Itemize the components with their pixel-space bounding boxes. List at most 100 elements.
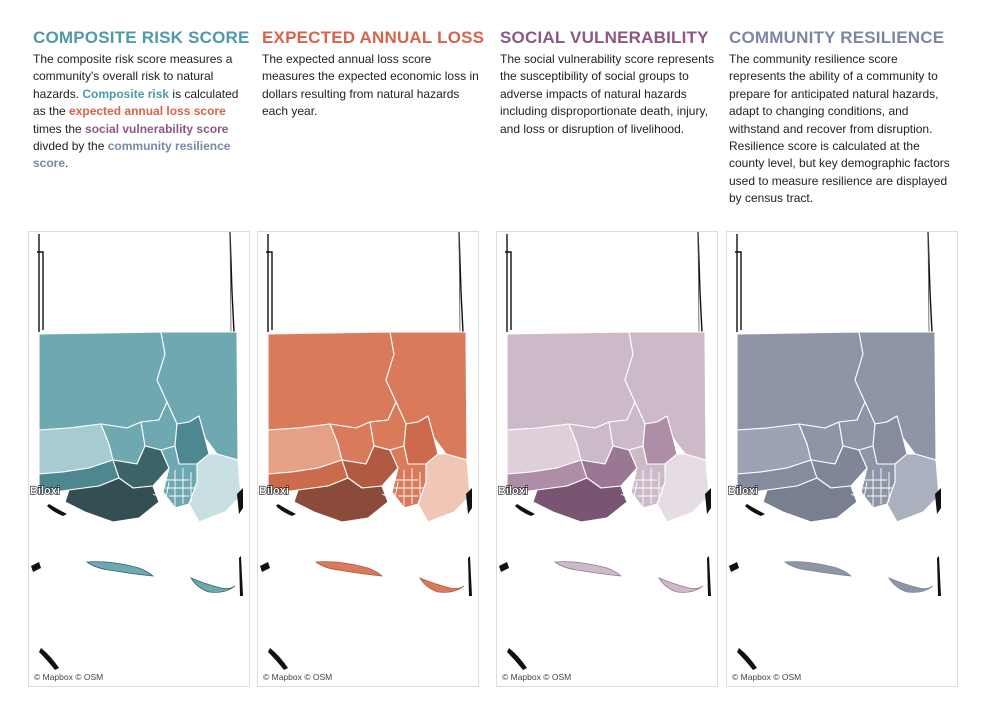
county-line-east-2 bbox=[229, 232, 232, 333]
column-community-resilience: COMMUNITY RESILIENCE The community resil… bbox=[729, 28, 954, 208]
coastline-details bbox=[31, 488, 243, 670]
island-west[interactable] bbox=[314, 561, 384, 577]
street-line bbox=[152, 493, 174, 505]
column-description: The composite risk score measures a comm… bbox=[33, 51, 248, 173]
tract-northwest[interactable] bbox=[506, 331, 636, 431]
barrier-islands bbox=[553, 561, 704, 593]
islet-east bbox=[468, 556, 472, 596]
column-description: The expected annual loss score measures … bbox=[262, 51, 487, 121]
tract-northwest[interactable] bbox=[38, 331, 168, 431]
boundary-lines bbox=[505, 232, 703, 333]
city-street-grid bbox=[620, 468, 663, 515]
street-line bbox=[162, 481, 170, 515]
census-tracts bbox=[38, 331, 242, 523]
census-tracts bbox=[736, 331, 940, 523]
county-line-west bbox=[266, 251, 273, 330]
description-text: The expected annual loss score measures … bbox=[262, 52, 479, 119]
islet-south bbox=[268, 648, 288, 670]
island-west[interactable] bbox=[553, 561, 623, 577]
highlight-term: social vulnerability score bbox=[85, 121, 229, 136]
map-attribution[interactable]: © Mapbox © OSM bbox=[502, 672, 572, 682]
barrier-islands bbox=[783, 561, 934, 593]
map-expected-annual-loss[interactable]: Biloxi © Mapbox © OSM bbox=[257, 231, 479, 687]
map-attribution[interactable]: © Mapbox © OSM bbox=[34, 672, 104, 682]
island-east[interactable] bbox=[190, 577, 236, 593]
tract-northwest[interactable] bbox=[267, 331, 397, 431]
tract-point[interactable] bbox=[293, 477, 389, 523]
map-canvas[interactable]: Biloxi bbox=[497, 232, 717, 686]
highlight-term: expected annual loss score bbox=[69, 104, 226, 119]
county-line-east-2 bbox=[697, 232, 700, 333]
map-canvas[interactable]: Biloxi bbox=[29, 232, 249, 686]
tract-point[interactable] bbox=[532, 477, 628, 523]
city-street-grid bbox=[152, 468, 195, 515]
map-attribution[interactable]: © Mapbox © OSM bbox=[263, 672, 333, 682]
tract-point[interactable] bbox=[64, 477, 160, 523]
islet-west bbox=[729, 562, 739, 572]
map-social-vulnerability[interactable]: Biloxi © Mapbox © OSM bbox=[496, 231, 718, 687]
column-description: The social vulnerability score represent… bbox=[500, 51, 720, 138]
map-community-resilience[interactable]: Biloxi © Mapbox © OSM bbox=[726, 231, 958, 687]
street-line bbox=[850, 493, 872, 505]
islet-south bbox=[737, 648, 757, 670]
census-tracts bbox=[267, 331, 471, 523]
street-line bbox=[630, 481, 638, 515]
county-line-east bbox=[229, 232, 235, 333]
highlight-term: community resilience score bbox=[33, 139, 231, 171]
county-line-west bbox=[37, 251, 44, 330]
shore-fragment-west bbox=[47, 504, 67, 516]
description-text: The composite risk score measures a comm… bbox=[33, 52, 233, 101]
map-canvas[interactable]: Biloxi bbox=[258, 232, 478, 686]
highlight-term: Composite risk bbox=[82, 86, 170, 101]
shore-fragment-east bbox=[935, 488, 941, 514]
county-line-east-2 bbox=[927, 232, 930, 333]
city-label: Biloxi bbox=[30, 485, 60, 497]
street-line bbox=[381, 493, 403, 505]
description-text: The community resilience score represent… bbox=[729, 52, 950, 206]
island-east[interactable] bbox=[658, 577, 704, 593]
street-line bbox=[860, 481, 868, 515]
column-title: SOCIAL VULNERABILITY bbox=[500, 28, 709, 47]
islet-east bbox=[239, 556, 243, 596]
street-line bbox=[391, 481, 399, 515]
county-line-east-2 bbox=[458, 232, 461, 333]
island-east[interactable] bbox=[888, 577, 934, 593]
boundary-lines bbox=[266, 232, 464, 333]
shore-fragment-east bbox=[466, 488, 472, 514]
islet-west bbox=[31, 562, 41, 572]
description-text: divded by the bbox=[33, 139, 108, 154]
city-street-grid bbox=[850, 468, 893, 515]
coastline-details bbox=[499, 488, 711, 670]
island-west[interactable] bbox=[783, 561, 853, 577]
island-east[interactable] bbox=[419, 577, 465, 593]
shore-fragment-west bbox=[276, 504, 296, 516]
tract-point[interactable] bbox=[762, 477, 858, 523]
islet-east bbox=[707, 556, 711, 596]
boundary-lines bbox=[735, 232, 933, 333]
column-social-vulnerability: SOCIAL VULNERABILITY The social vulnerab… bbox=[500, 28, 720, 138]
map-canvas[interactable]: Biloxi bbox=[727, 232, 957, 686]
column-title: EXPECTED ANNUAL LOSS bbox=[262, 28, 485, 47]
coastline-details bbox=[729, 488, 941, 670]
barrier-islands bbox=[85, 561, 236, 593]
islet-west bbox=[499, 562, 509, 572]
island-west[interactable] bbox=[85, 561, 155, 577]
city-label: Biloxi bbox=[498, 485, 528, 497]
map-composite-risk[interactable]: Biloxi © Mapbox © OSM bbox=[28, 231, 250, 687]
description-text: . bbox=[65, 156, 69, 171]
column-description: The community resilience score represent… bbox=[729, 51, 954, 208]
county-line-east bbox=[697, 232, 703, 333]
shore-fragment-east bbox=[237, 488, 243, 514]
islet-west bbox=[260, 562, 270, 572]
description-text: is calculated as the bbox=[33, 86, 239, 119]
boundary-lines bbox=[37, 232, 235, 333]
tract-northwest[interactable] bbox=[736, 331, 866, 431]
barrier-islands bbox=[314, 561, 465, 593]
county-line-west bbox=[735, 251, 742, 330]
islet-east bbox=[937, 556, 941, 596]
column-composite-risk: COMPOSITE RISK SCORE The composite risk … bbox=[33, 28, 249, 173]
map-attribution[interactable]: © Mapbox © OSM bbox=[732, 672, 802, 682]
county-line-east bbox=[458, 232, 464, 333]
city-street-grid bbox=[381, 468, 424, 515]
description-text: times the bbox=[33, 121, 86, 136]
